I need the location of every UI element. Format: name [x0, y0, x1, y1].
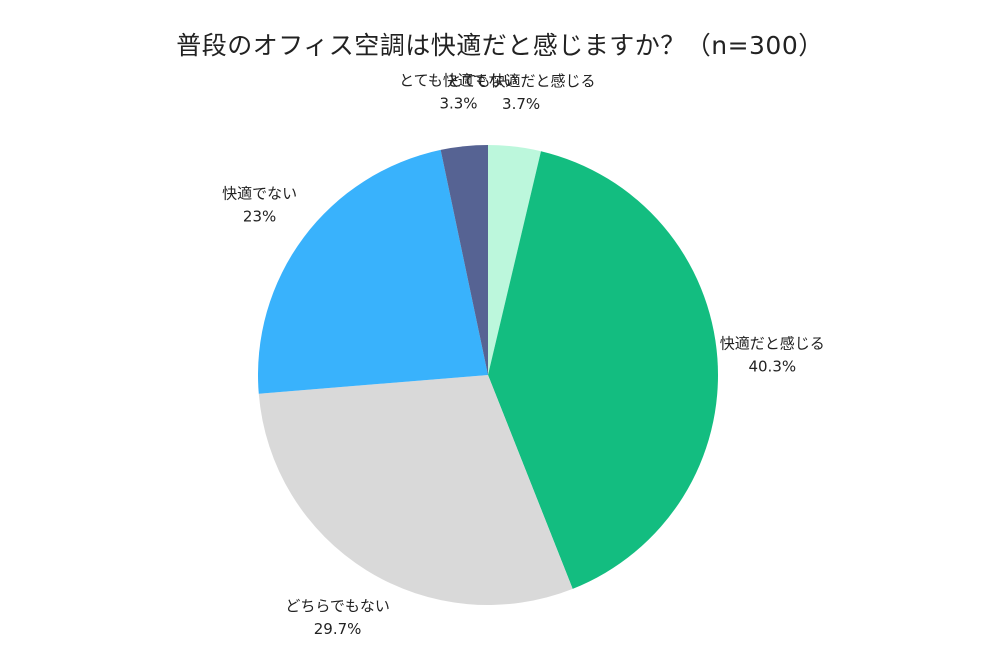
slice-label-0: とても快適だと感じる 3.7% — [447, 72, 596, 113]
slice-value-label: 3.3% — [439, 95, 477, 113]
slice-label-2: どちらでもない 29.7% — [285, 597, 390, 638]
pie-slice-1 — [488, 151, 718, 589]
slice-value-label: 23% — [243, 208, 276, 226]
slice-value-label: 40.3% — [748, 357, 796, 375]
pie-slice-4 — [440, 145, 488, 375]
pie-slice-0 — [488, 145, 541, 375]
slice-category-label: とても快適だと感じる — [447, 72, 596, 90]
pie-slices — [258, 145, 718, 606]
pie-labels: とても快適だと感じる 3.7% 快適だと感じる 40.3% どちらでもない 29.7% 快適… — [222, 72, 825, 639]
slice-category-label: どちらでもない — [285, 597, 390, 615]
slice-label-3: 快適でない 23% — [222, 185, 297, 226]
slice-category-label: 快適だと感じる — [720, 334, 825, 352]
slice-label-4: とても快適でない 3.3% — [399, 72, 518, 113]
slice-value-label: 3.7% — [502, 95, 540, 113]
slice-label-1: 快適だと感じる 40.3% — [720, 334, 825, 375]
slice-category-label: とても快適でない — [399, 72, 518, 90]
slice-value-label: 29.7% — [314, 620, 362, 638]
slice-category-label: 快適でない — [222, 185, 297, 203]
pie-slice-3 — [258, 149, 488, 394]
pie-slice-2 — [258, 375, 573, 606]
chart-title: 普段のオフィス空調は快適だと感じますか？（n=300） — [176, 31, 824, 60]
